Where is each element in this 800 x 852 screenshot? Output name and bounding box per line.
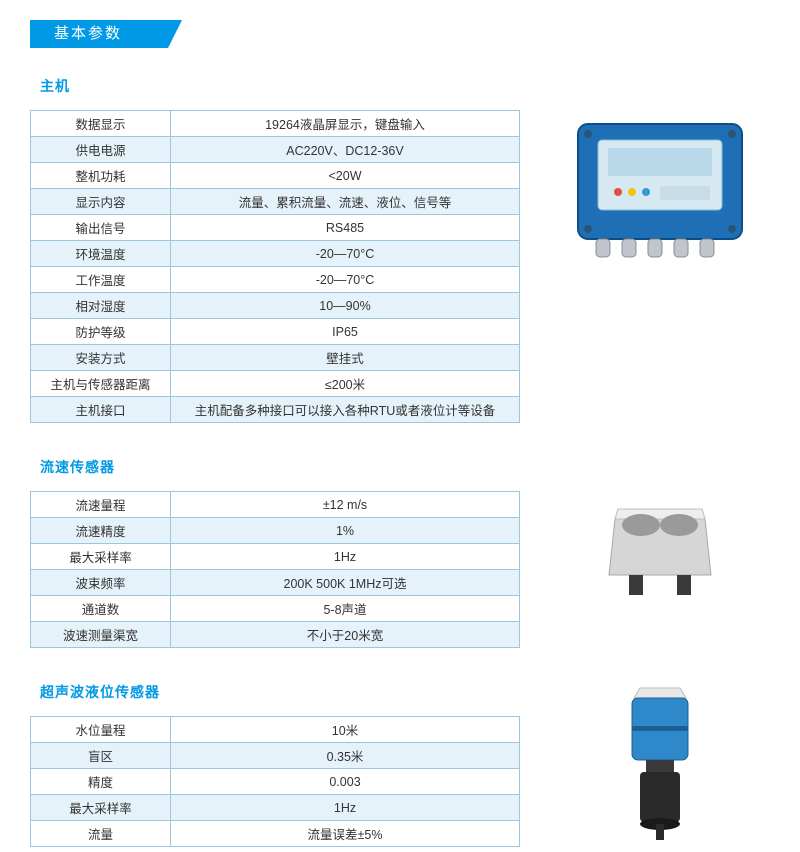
table-row: 整机功耗<20W (31, 163, 520, 189)
table-row: 主机接口主机配备多种接口可以接入各种RTU或者液位计等设备 (31, 397, 520, 423)
spec-value: 1Hz (171, 544, 520, 570)
spec-value: <20W (171, 163, 520, 189)
table-row: 环境温度-20—70°C (31, 241, 520, 267)
spec-label: 环境温度 (31, 241, 171, 267)
section-level: 超声波液位传感器 水位量程10米 盲区0.35米 精度0.003 最大采样率1H… (30, 682, 770, 852)
page-header: 基本参数 (30, 20, 770, 48)
spec-label: 最大采样率 (31, 795, 171, 821)
header-accent-bar (30, 20, 42, 48)
table-level: 水位量程10米 盲区0.35米 精度0.003 最大采样率1Hz 流量流量误差±… (30, 716, 520, 847)
level-sensor-image (610, 682, 710, 852)
section-flow: 流速传感器 流速量程±12 m/s 流速精度1% 最大采样率1Hz 波束频率20… (30, 457, 770, 648)
table-row: 水位量程10米 (31, 717, 520, 743)
table-row: 波束频率200K 500K 1MHz可选 (31, 570, 520, 596)
table-row: 数据显示19264液晶屏显示，键盘输入 (31, 111, 520, 137)
section-host: 主机 数据显示19264液晶屏显示，键盘输入 供电电源AC220V、DC12-3… (30, 76, 770, 423)
spec-value: 流量误差±5% (171, 821, 520, 847)
spec-value: 10—90% (171, 293, 520, 319)
spec-label: 主机与传感器距离 (31, 371, 171, 397)
table-row: 输出信号RS485 (31, 215, 520, 241)
spec-value: RS485 (171, 215, 520, 241)
spec-label: 显示内容 (31, 189, 171, 215)
table-row: 主机与传感器距离≤200米 (31, 371, 520, 397)
spec-label: 通道数 (31, 596, 171, 622)
table-row: 安装方式壁挂式 (31, 345, 520, 371)
section-title-host: 主机 (40, 76, 520, 96)
table-row: 供电电源AC220V、DC12-36V (31, 137, 520, 163)
spec-label: 波束频率 (31, 570, 171, 596)
spec-value: 0.003 (171, 769, 520, 795)
table-flow: 流速量程±12 m/s 流速精度1% 最大采样率1Hz 波束频率200K 500… (30, 491, 520, 648)
spec-label: 工作温度 (31, 267, 171, 293)
table-row: 防护等级IP65 (31, 319, 520, 345)
spec-label: 流速量程 (31, 492, 171, 518)
spec-value: 5-8声道 (171, 596, 520, 622)
table-row: 工作温度-20—70°C (31, 267, 520, 293)
spec-value: -20—70°C (171, 241, 520, 267)
spec-label: 输出信号 (31, 215, 171, 241)
table-row: 波速测量渠宽不小于20米宽 (31, 622, 520, 648)
table-row: 精度0.003 (31, 769, 520, 795)
spec-value: IP65 (171, 319, 520, 345)
spec-value: 主机配备多种接口可以接入各种RTU或者液位计等设备 (171, 397, 520, 423)
table-row: 盲区0.35米 (31, 743, 520, 769)
section-title-flow: 流速传感器 (40, 457, 520, 477)
table-row: 流速量程±12 m/s (31, 492, 520, 518)
host-device-image (570, 116, 750, 266)
spec-value: AC220V、DC12-36V (171, 137, 520, 163)
flow-sensor-image (605, 497, 715, 607)
spec-label: 数据显示 (31, 111, 171, 137)
spec-label: 精度 (31, 769, 171, 795)
spec-label: 安装方式 (31, 345, 171, 371)
spec-value: 壁挂式 (171, 345, 520, 371)
spec-label: 相对湿度 (31, 293, 171, 319)
section-title-level: 超声波液位传感器 (40, 682, 520, 702)
spec-label: 最大采样率 (31, 544, 171, 570)
spec-label: 整机功耗 (31, 163, 171, 189)
spec-value: 1Hz (171, 795, 520, 821)
spec-label: 主机接口 (31, 397, 171, 423)
table-row: 最大采样率1Hz (31, 544, 520, 570)
spec-value: 1% (171, 518, 520, 544)
table-host: 数据显示19264液晶屏显示，键盘输入 供电电源AC220V、DC12-36V … (30, 110, 520, 423)
table-row: 流量流量误差±5% (31, 821, 520, 847)
spec-value: 流量、累积流量、流速、液位、信号等 (171, 189, 520, 215)
spec-label: 波速测量渠宽 (31, 622, 171, 648)
spec-value: -20—70°C (171, 267, 520, 293)
spec-label: 水位量程 (31, 717, 171, 743)
spec-label: 流量 (31, 821, 171, 847)
spec-label: 供电电源 (31, 137, 171, 163)
page-title: 基本参数 (42, 20, 182, 48)
spec-value: 不小于20米宽 (171, 622, 520, 648)
spec-label: 流速精度 (31, 518, 171, 544)
table-row: 流速精度1% (31, 518, 520, 544)
table-row: 相对湿度10—90% (31, 293, 520, 319)
spec-value: 10米 (171, 717, 520, 743)
spec-label: 防护等级 (31, 319, 171, 345)
spec-value: 19264液晶屏显示，键盘输入 (171, 111, 520, 137)
spec-value: ≤200米 (171, 371, 520, 397)
table-row: 显示内容流量、累积流量、流速、液位、信号等 (31, 189, 520, 215)
table-row: 通道数5-8声道 (31, 596, 520, 622)
spec-value: 200K 500K 1MHz可选 (171, 570, 520, 596)
spec-value: ±12 m/s (171, 492, 520, 518)
spec-value: 0.35米 (171, 743, 520, 769)
table-row: 最大采样率1Hz (31, 795, 520, 821)
spec-label: 盲区 (31, 743, 171, 769)
